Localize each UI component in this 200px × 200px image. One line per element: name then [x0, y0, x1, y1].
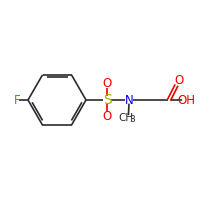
Text: O: O — [102, 110, 112, 123]
Text: CH: CH — [119, 113, 134, 123]
Text: OH: OH — [177, 94, 195, 106]
Text: 3: 3 — [129, 115, 135, 124]
Text: O: O — [175, 74, 184, 88]
Text: S: S — [103, 93, 111, 107]
Text: O: O — [102, 77, 112, 90]
Text: N: N — [125, 94, 133, 106]
Text: F: F — [14, 94, 20, 106]
